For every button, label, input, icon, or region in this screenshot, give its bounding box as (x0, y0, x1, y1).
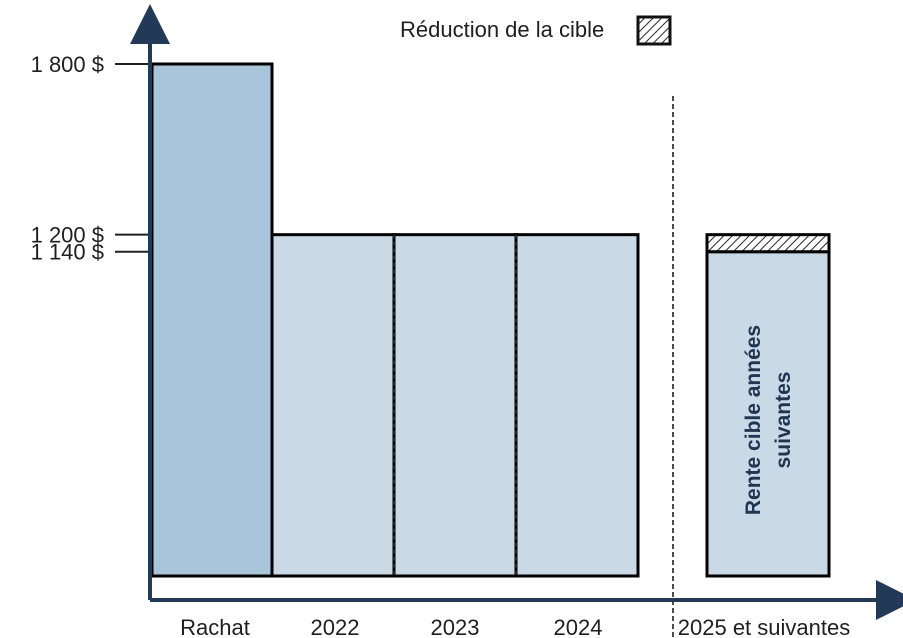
bar-2024 (516, 235, 638, 576)
bars-layer (152, 64, 829, 576)
y-axis-ticks: 1 800 $1 200 $1 140 $ (31, 52, 148, 265)
bar-rachat (152, 64, 272, 576)
bar-2023 (394, 235, 516, 576)
bar-reduction-segment (707, 235, 829, 252)
legend-swatch (638, 17, 670, 44)
x-tick-label: 2024 (554, 615, 603, 638)
bar-2025-et-suivantes (707, 252, 829, 576)
annotation-line-2: suivantes (772, 372, 795, 469)
x-tick-label: 2022 (311, 615, 360, 638)
x-tick-label: 2025 et suivantes (678, 615, 850, 638)
legend: Réduction de la cible (400, 17, 670, 44)
annotation-line-1: Rente cible années (742, 325, 765, 515)
x-axis-labels: Rachat 2022 2023 2024 2025 et suivantes (180, 615, 850, 638)
legend-label: Réduction de la cible (400, 17, 604, 42)
bar-2022 (272, 235, 394, 576)
x-tick-label: 2023 (431, 615, 480, 638)
x-tick-label: Rachat (180, 615, 250, 638)
y-tick-label: 1 140 $ (31, 240, 104, 265)
y-tick-label: 1 800 $ (31, 52, 104, 77)
